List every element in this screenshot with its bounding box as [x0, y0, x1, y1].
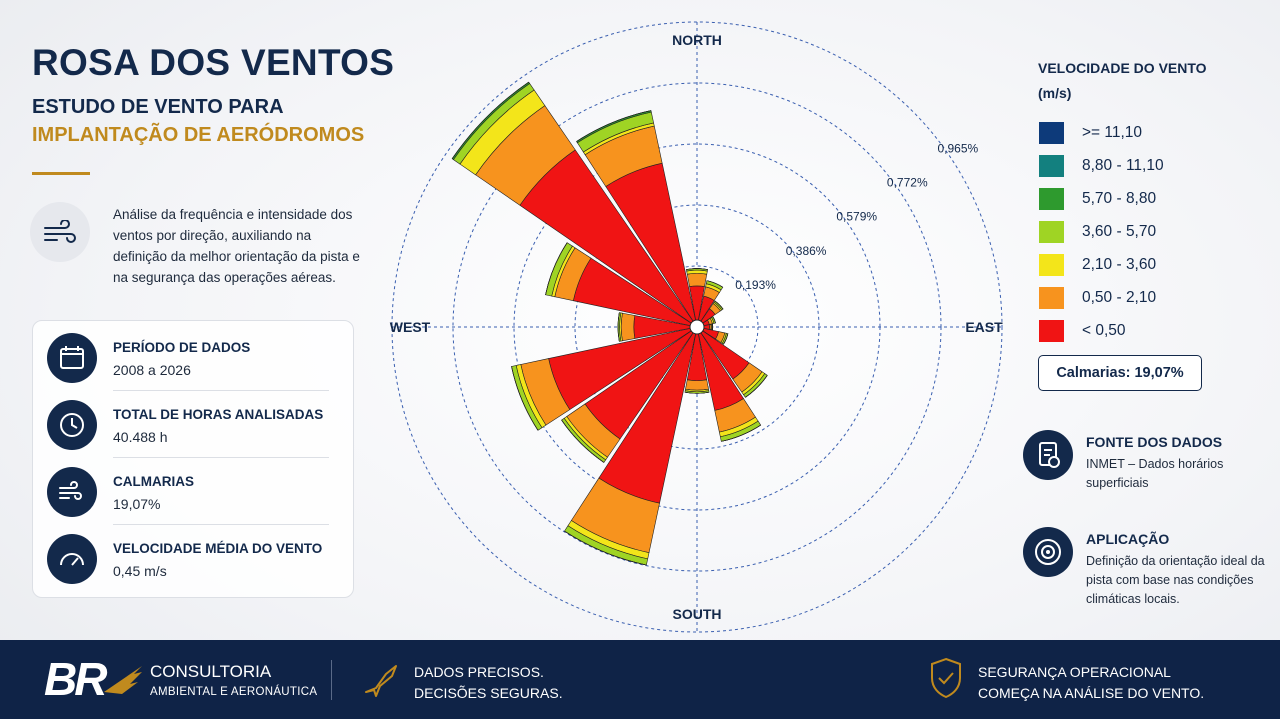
wind-segment: [714, 300, 724, 310]
legend-label: 2,10 - 3,60: [1082, 256, 1157, 273]
slogan-line: DADOS PRECISOS.: [414, 664, 544, 680]
legend-label: >= 11,10: [1082, 124, 1143, 141]
slogan-line: SEGURANÇA OPERACIONAL: [978, 664, 1171, 680]
brand-wing: [104, 666, 142, 694]
legend-swatch: [1039, 254, 1064, 276]
stat-value: 19,07%: [113, 496, 161, 512]
source-title: APLICAÇÃO: [1086, 531, 1170, 547]
stat-separator: [113, 457, 329, 458]
legend-label: 8,80 - 11,10: [1082, 157, 1164, 174]
company-sub: AMBIENTAL E AERONÁUTICA: [150, 686, 318, 698]
r-tick-label: 0,386%: [786, 244, 827, 258]
r-tick-label: 0,193%: [735, 278, 776, 292]
plane-icon: [365, 665, 397, 697]
stat-value: 40.488 h: [113, 429, 168, 445]
source-icon: [1023, 430, 1073, 480]
slogan-1: DADOS PRECISOS. DECISÕES SEGURAS.: [414, 662, 563, 704]
legend-label: 3,60 - 5,70: [1082, 223, 1157, 240]
r-tick-label: 0,579%: [836, 210, 877, 224]
subtitle: ESTUDO DE VENTO PARA: [32, 96, 284, 118]
legend-swatch: [1039, 122, 1064, 144]
source-text: INMET – Dados horários superficiais: [1086, 457, 1224, 490]
stat-separator: [113, 390, 329, 391]
wind-segment: [620, 312, 636, 342]
wind-segment: [721, 424, 761, 442]
stat-icon: [47, 467, 97, 517]
source-title: FONTE DOS DADOS: [1086, 434, 1223, 450]
stat-icon: [47, 400, 97, 450]
source-glyph: [1039, 442, 1060, 468]
stat-icon: [47, 534, 97, 584]
footer-separator: [331, 660, 332, 700]
source-text: Definição da orientação ideal da pista c…: [1086, 554, 1265, 606]
direction-label: NORTH: [672, 32, 722, 48]
slogan-line: COMEÇA NA ANÁLISE DO VENTO.: [978, 685, 1205, 701]
company: CONSULTORIA: [150, 662, 272, 681]
stat-label: CALMARIAS: [113, 474, 194, 489]
direction-label: WEST: [390, 319, 431, 335]
calm-center: [689, 319, 705, 335]
footer: BR CONSULTORIA AMBIENTAL E AERONÁUTICA D…: [0, 640, 1280, 719]
wind-rose: 0,193% 0,386% 0,579% 0,772% 0,965% NORTH EAST S…: [390, 21, 1003, 633]
source-glyph: [1035, 539, 1061, 565]
legend-title: VELOCIDADE DO VENTO (m/s): [1038, 60, 1207, 101]
legend-label: 0,50 - 2,10: [1082, 289, 1157, 306]
stat-label: VELOCIDADE MÉDIA DO VENTO: [113, 541, 323, 556]
subtitle-highlight: IMPLANTAÇÃO DE AERÓDROMOS: [32, 124, 365, 146]
stat-label: TOTAL DE HORAS ANALISADAS: [113, 407, 324, 422]
calm-annotation: Calmarias: 19,07%: [1038, 355, 1202, 391]
brand-logo: BR: [44, 653, 107, 705]
stat-separator: [113, 524, 329, 525]
legend-label: 5,70 - 8,80: [1082, 190, 1157, 207]
legend-swatch: [1039, 155, 1064, 177]
wind-segment: [511, 366, 539, 431]
stat-label: PERÍODO DE DADOS: [113, 340, 251, 355]
slogan-2: SEGURANÇA OPERACIONAL COMEÇA NA ANÁLISE …: [978, 662, 1204, 704]
wind-segment: [545, 242, 568, 295]
stat-value: 2008 a 2026: [113, 362, 191, 378]
wind-segment: [706, 280, 723, 288]
title: ROSA DOS VENTOS: [32, 42, 395, 83]
intro-text: Análise da frequência e intensidade dos …: [113, 207, 360, 285]
legend-swatch: [1039, 221, 1064, 243]
source-icon: [1023, 527, 1073, 577]
wind-icon: [30, 202, 90, 262]
direction-label: SOUTH: [673, 606, 722, 622]
stat-value: 0,45 m/s: [113, 563, 167, 579]
r-tick-label: 0,965%: [938, 141, 979, 155]
slogan-line: DECISÕES SEGURAS.: [414, 685, 563, 701]
r-tick-label: 0,772%: [887, 176, 928, 190]
divider: [32, 172, 90, 175]
wind-segment: [685, 379, 709, 391]
stat-glyph: [60, 553, 84, 566]
direction-label: EAST: [965, 319, 1003, 335]
legend-swatch: [1039, 188, 1064, 210]
shield-icon: [931, 657, 961, 699]
wind-segment: [686, 272, 708, 287]
wind-segment: [712, 316, 716, 324]
stat-glyph: [60, 346, 84, 369]
stat-icon: [47, 333, 97, 383]
legend-swatch: [1039, 320, 1064, 342]
stat-glyph: [59, 481, 82, 500]
wind-segment: [617, 312, 620, 342]
legend-swatch: [1039, 287, 1064, 309]
stat-glyph: [60, 413, 84, 437]
legend-label: < 0,50: [1082, 322, 1126, 339]
wind-glyph: [44, 220, 76, 243]
